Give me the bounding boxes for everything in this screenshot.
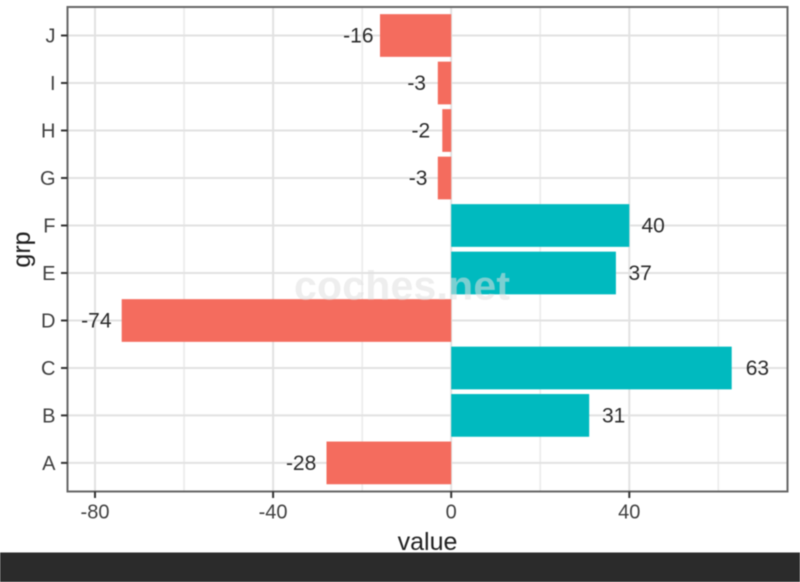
svg-text:-16: -16: [343, 25, 373, 48]
svg-text:value: value: [398, 528, 458, 556]
svg-text:E: E: [42, 263, 55, 285]
svg-text:63: 63: [746, 357, 769, 380]
svg-text:F: F: [43, 215, 55, 237]
svg-text:40: 40: [618, 502, 640, 524]
svg-text:coches.net: coches.net: [294, 263, 510, 309]
svg-text:H: H: [41, 120, 55, 142]
svg-text:B: B: [42, 405, 55, 427]
svg-text:C: C: [41, 358, 55, 380]
svg-text:-74: -74: [81, 310, 112, 333]
svg-text:A: A: [42, 453, 56, 475]
svg-text:-3: -3: [409, 167, 428, 190]
svg-text:J: J: [46, 25, 56, 47]
svg-text:grp: grp: [8, 231, 36, 267]
svg-text:G: G: [40, 168, 56, 190]
svg-text:37: 37: [629, 262, 652, 285]
svg-text:31: 31: [602, 405, 625, 428]
svg-text:0: 0: [446, 502, 457, 524]
svg-text:I: I: [50, 73, 56, 95]
svg-text:40: 40: [642, 215, 665, 238]
svg-text:-80: -80: [81, 502, 110, 524]
svg-text:-40: -40: [259, 502, 288, 524]
svg-text:-2: -2: [412, 120, 431, 143]
svg-text:-3: -3: [407, 72, 426, 95]
svg-text:-28: -28: [286, 452, 316, 475]
svg-text:D: D: [41, 310, 55, 332]
